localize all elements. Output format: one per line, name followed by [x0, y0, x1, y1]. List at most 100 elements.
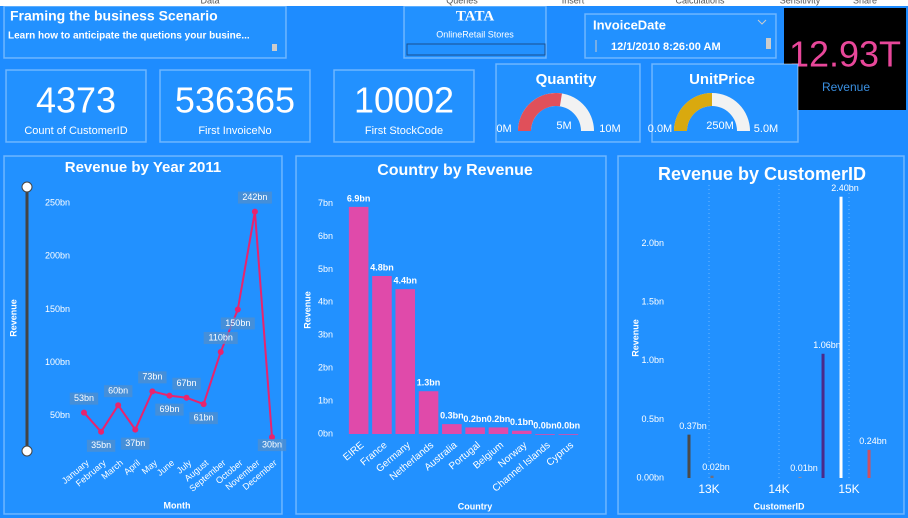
y-tick-label: 250bn	[45, 197, 70, 207]
value-label: 242bn	[242, 192, 267, 202]
bar	[710, 475, 714, 478]
gauge-fill	[674, 93, 712, 131]
value-label: 30bn	[262, 439, 282, 449]
line-point	[81, 409, 87, 416]
bar	[465, 427, 485, 434]
kpi-value: 536365	[175, 80, 295, 121]
value-label: 69bn	[159, 404, 179, 414]
value-label: 60bn	[108, 386, 128, 396]
value-label-box	[86, 439, 116, 452]
x-axis-title: Country	[458, 501, 493, 511]
kpi-panel	[5, 69, 147, 143]
value-label: 0.37bn	[679, 421, 707, 431]
gauge-tick-label: 5.0M	[754, 123, 778, 135]
bar	[511, 430, 532, 434]
value-label: 0.2bn	[487, 414, 511, 424]
revenue-label: Revenue	[822, 80, 870, 94]
brand-title: TATA	[456, 8, 495, 24]
y-tick-label: 2bn	[318, 363, 333, 373]
revenue-value: 12.93T	[789, 34, 901, 75]
scenario-panel	[3, 5, 287, 59]
revenue-card	[784, 8, 906, 110]
value-label: 0.01bn	[790, 463, 818, 473]
kpi-value: 4373	[36, 80, 116, 121]
bar	[488, 427, 509, 434]
chart-title: Revenue by CustomerID	[658, 164, 866, 184]
bar	[395, 289, 416, 434]
value-label-box	[69, 392, 99, 405]
bar	[348, 206, 369, 434]
value-label: 4.8bn	[370, 262, 394, 272]
value-label: 4.4bn	[393, 276, 417, 286]
y-tick-label: 0.00bn	[636, 472, 664, 482]
line-point	[166, 392, 173, 399]
value-label: 61bn	[194, 413, 214, 423]
bar	[867, 449, 871, 478]
x-axis-title: CustomerID	[753, 501, 805, 511]
x-axis-title: Month	[164, 500, 191, 510]
ribbon-tab: Calculations	[675, 0, 725, 5]
value-label: 73bn	[142, 372, 162, 382]
value-label-box	[220, 317, 255, 330]
line-point	[200, 401, 207, 408]
value-label: 35bn	[91, 440, 111, 450]
chart-panel	[295, 155, 607, 515]
kpi-label: Count of CustomerID	[24, 125, 127, 137]
x-tick-label: 13K	[698, 482, 719, 496]
kpi-panel	[333, 69, 475, 143]
y-tick-label: 1.0bn	[641, 355, 664, 365]
value-label: 0.2bn	[463, 414, 487, 424]
value-label-box	[257, 439, 287, 452]
value-label-box	[203, 332, 238, 345]
brand-bar	[406, 43, 546, 56]
bar	[418, 391, 439, 434]
x-tick-label: 14K	[768, 482, 789, 496]
ribbon-tab: Insert	[562, 0, 585, 5]
line-point	[269, 434, 275, 441]
line-point	[132, 426, 139, 433]
y-tick-label: 2.0bn	[641, 238, 664, 248]
brand-subtitle: OnlineRetail Stores	[436, 29, 514, 39]
bar	[821, 353, 825, 478]
value-label: 2.40bn	[831, 183, 859, 193]
line-point	[115, 402, 122, 409]
chart-title: Revenue by Year 2011	[65, 159, 222, 176]
x-tick-label: 15K	[838, 482, 859, 496]
gauge-tick-label: 0.0M	[648, 123, 672, 135]
y-tick-label: 7bn	[318, 198, 333, 208]
line-point	[183, 394, 190, 401]
y-tick-label: 5bn	[318, 264, 333, 274]
y-tick-label: 200bn	[45, 251, 70, 261]
y-tick-label: 4bn	[318, 297, 333, 307]
bar	[687, 434, 691, 478]
y-tick-label: 1.5bn	[641, 297, 664, 307]
gauge-annotation: 250M	[706, 120, 734, 132]
value-label-box	[189, 412, 218, 425]
bar	[839, 196, 843, 478]
scenario-subtitle: Learn how to anticipate the quetions you…	[8, 31, 250, 42]
value-label: 0.02bn	[702, 462, 730, 472]
value-label-box	[138, 371, 167, 384]
y-tick-label: 150bn	[45, 304, 70, 314]
line	[83, 211, 273, 438]
slicer-panel[interactable]	[584, 13, 777, 59]
ribbon-tab: Sensitivity	[780, 0, 821, 5]
slicer-chevron[interactable]	[757, 19, 767, 25]
value-label: 1.06bn	[813, 340, 841, 350]
y-axis-title: Revenue	[630, 319, 640, 357]
bar	[372, 276, 392, 434]
value-label: 0.0bn	[557, 420, 581, 430]
value-label-box	[237, 191, 272, 204]
charts: Quantity 0M 10M 5M UnitPrice 0.0M 5.0M 250M Reve…	[3, 63, 905, 515]
chart-panel	[617, 155, 905, 515]
value-label: 37bn	[125, 438, 145, 448]
kpi-label: First InvoiceNo	[198, 125, 271, 137]
y-tick-label: 6bn	[318, 231, 333, 241]
value-label: 6.9bn	[347, 193, 371, 203]
brand-panel	[403, 5, 547, 59]
chart-title: Country by Revenue	[377, 162, 533, 179]
ribbon-tab: Share	[853, 0, 877, 5]
gauge-title: UnitPrice	[689, 71, 755, 88]
